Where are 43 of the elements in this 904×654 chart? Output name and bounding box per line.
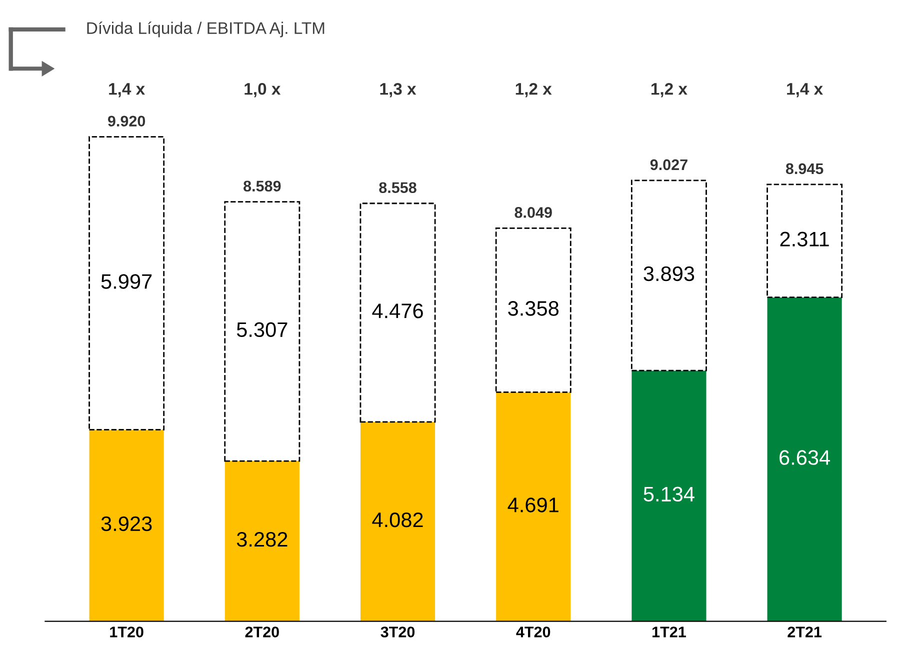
total-label: 9.027 [650,159,688,170]
data-label: 3.358 [508,301,559,316]
text: 1,2 x [516,83,552,98]
bar [495,228,572,393]
total-label: 8.945 [786,163,824,174]
text: 1,3 x [380,83,416,98]
bar [766,184,843,298]
data-label: 4.476 [372,304,423,318]
data-label: 6.634 [780,450,830,465]
x-tick-label: 4T20 [516,626,550,638]
data-label: 3.893 [644,266,694,282]
data-label: 3.923 [101,516,152,532]
total-label: 8.589 [244,180,281,192]
bar [360,422,436,622]
bar [224,461,300,622]
chart-title: Dívida Líquida / EBITDA Aj. LTM [87,22,324,38]
data-label: 2.311 [780,232,829,246]
bar [89,430,164,622]
total-label: 9.920 [108,116,146,127]
bar [767,297,842,622]
x-tick-label: 1T21 [652,626,686,638]
data-label: 4.691 [508,498,558,512]
text: 1,2 x [651,83,688,98]
text: 1,0 x [244,83,281,98]
x-tick-label: 1T20 [110,626,144,638]
bar [630,180,707,372]
text: 1,4 x [109,83,145,98]
data-label: 5.997 [101,274,152,289]
data-label: 4.082 [372,512,423,528]
bar [632,370,706,622]
bar [224,201,300,462]
bar [88,136,165,430]
x-tick-label: 2T21 [788,626,822,638]
data-label: 5.134 [644,486,694,502]
bar [496,392,571,622]
total-label: 8.558 [379,182,416,194]
bar [360,202,436,423]
data-label: 5.307 [236,322,288,338]
x-tick-label: 2T20 [245,626,279,638]
text: 1,4 x [787,83,823,98]
total-label: 8.049 [514,207,552,218]
data-label: 3.282 [236,532,288,547]
x-tick-label: 3T20 [380,626,415,638]
